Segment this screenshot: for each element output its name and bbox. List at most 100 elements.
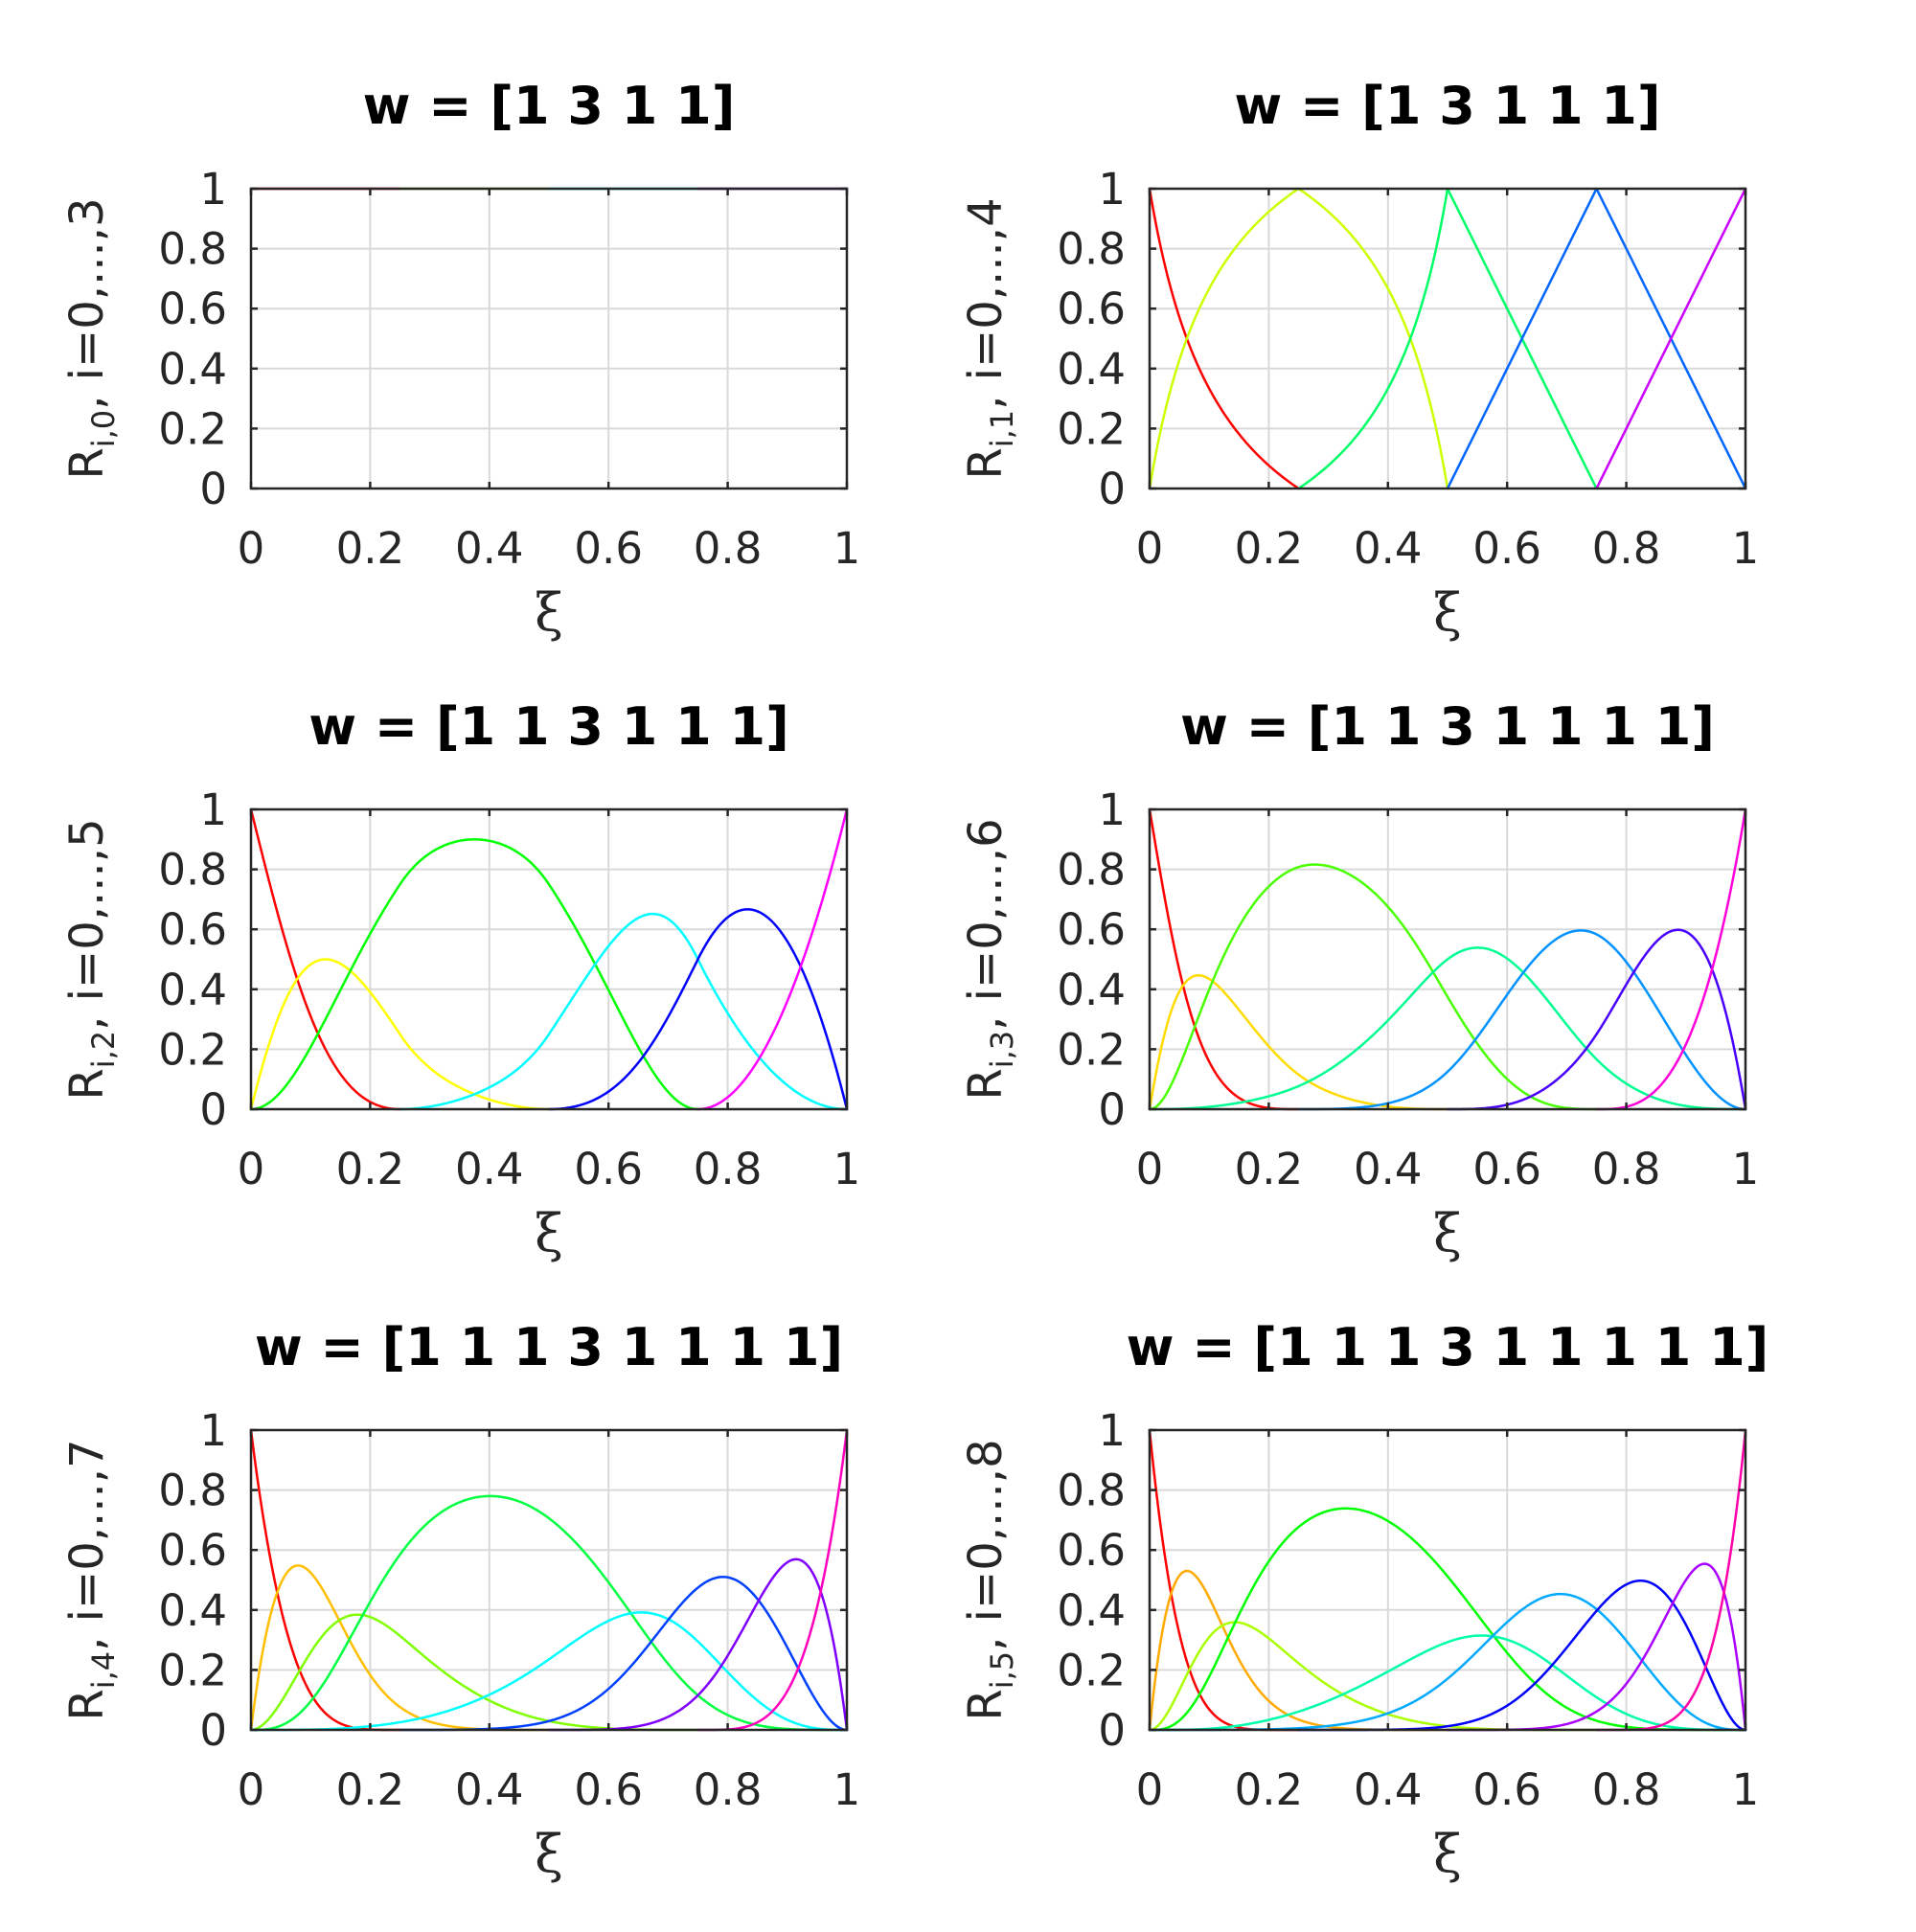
- subplot-4: 0 0.2 0.4 0.6 0.8 1 0 0.2 0.4 0.6 0.8 1 w = [1 1 3 1…: [959, 696, 1759, 1263]
- y-axis-label-subscript: i,2: [85, 1031, 122, 1068]
- y-tick-label: 0.8: [158, 1466, 227, 1516]
- x-tick-label: 1: [833, 523, 861, 574]
- subplot-3: 0 0.2 0.4 0.6 0.8 1 0 0.2 0.4 0.6 0.8 1 w = [1 1 3 1…: [60, 696, 860, 1263]
- basis-curve-5: [399, 1576, 849, 1732]
- y-axis-label-base: R: [959, 1068, 1013, 1100]
- x-tick-label: 0.2: [1235, 1764, 1304, 1815]
- y-axis-label-subscript: i,0: [85, 410, 122, 447]
- x-axis-label: ξ: [535, 582, 563, 643]
- y-axis-label-subscript: i,5: [984, 1651, 1020, 1689]
- y-axis-label-rest: , i=0,...,6: [959, 818, 1013, 1030]
- y-tick-label: 0.4: [158, 1585, 227, 1636]
- basis-curve-3: [399, 912, 849, 1111]
- y-tick-label: 0.4: [1057, 965, 1126, 1015]
- subplot-2: 0 0.2 0.4 0.6 0.8 1 0 0.2 0.4 0.6 0.8 1 w = [1 3 1 1…: [959, 76, 1759, 643]
- y-tick-label: 1: [199, 1405, 227, 1456]
- basis-curve-2: [249, 838, 699, 1111]
- y-tick-label: 0.4: [1057, 1585, 1126, 1636]
- x-axis-label: ξ: [1433, 1203, 1462, 1263]
- basis-curve-8: [1595, 1428, 1747, 1732]
- y-axis-label: Ri,0, i=0,...,3: [60, 197, 122, 479]
- basis-curve-0: [1148, 1428, 1300, 1732]
- x-tick-label: 0: [1136, 1764, 1164, 1815]
- basis-curve-4: [1297, 929, 1747, 1111]
- chart-title: w = [1 1 1 3 1 1 1 1]: [255, 1317, 843, 1377]
- y-axis-label-base: R: [60, 1689, 114, 1720]
- basis-curve-6: [547, 1557, 849, 1732]
- x-tick-label: 0.8: [1592, 1764, 1661, 1815]
- y-axis-label-rest: , i=0,...,5: [60, 818, 114, 1030]
- y-tick-label: 0: [199, 464, 227, 514]
- axes-frame: [249, 807, 849, 1111]
- x-tick-label: 0.4: [455, 1144, 524, 1194]
- y-tick-label: 0.4: [158, 965, 227, 1015]
- basis-curve-6: [1595, 807, 1747, 1111]
- y-axis-label: Ri,1, i=0,...,4: [959, 197, 1020, 479]
- x-tick-label: 1: [833, 1764, 861, 1815]
- basis-curve-1: [1148, 187, 1449, 490]
- y-tick-label: 0: [199, 1084, 227, 1135]
- x-tick-label: 0: [238, 1144, 265, 1194]
- x-tick-label: 0: [238, 523, 265, 574]
- y-axis-label-subscript: i,4: [85, 1651, 122, 1689]
- y-axis-label-rest: , i=0,...,3: [60, 197, 114, 409]
- x-tick-label: 0.8: [694, 1144, 763, 1194]
- x-axis-label: ξ: [535, 1203, 563, 1263]
- subplot-1: 0 0.2 0.4 0.6 0.8 1 0 0.2 0.4 0.6 0.8 1 w = [1 3 1 1…: [60, 76, 860, 643]
- y-tick-label: 0.8: [158, 845, 227, 896]
- x-tick-label: 0.6: [574, 1144, 643, 1194]
- y-tick-label: 0.8: [1057, 1466, 1126, 1516]
- y-axis-label-rest: , i=0,...,4: [959, 197, 1013, 409]
- x-tick-label: 0.8: [1592, 523, 1661, 574]
- basis-curve-4: [1595, 187, 1747, 490]
- x-tick-label: 1: [1732, 1764, 1760, 1815]
- basis-curve-2: [1297, 187, 1598, 490]
- y-tick-label: 0.6: [158, 284, 227, 334]
- y-tick-label: 1: [1098, 164, 1126, 215]
- basis-curve-1: [249, 958, 551, 1111]
- y-tick-label: 0.8: [158, 224, 227, 275]
- y-tick-label: 1: [1098, 1405, 1126, 1456]
- x-tick-label: 0.8: [694, 523, 763, 574]
- axes-frame: [1148, 807, 1747, 1111]
- basis-curve-3: [1148, 1507, 1747, 1732]
- axes-frame: [249, 187, 849, 490]
- x-tick-label: 0.6: [1472, 523, 1541, 574]
- x-tick-label: 0.6: [1472, 1144, 1541, 1194]
- x-tick-label: 0.8: [1592, 1144, 1661, 1194]
- basis-curve-0: [1148, 807, 1300, 1111]
- x-tick-label: 0.4: [1354, 523, 1423, 574]
- basis-curve-2: [249, 1613, 699, 1732]
- x-tick-label: 0.2: [336, 1144, 405, 1194]
- subplot-5: 0 0.2 0.4 0.6 0.8 1 0 0.2 0.4 0.6 0.8 1 w = [1 1 1 3…: [60, 1317, 860, 1884]
- x-tick-label: 0: [1136, 523, 1164, 574]
- basis-curve-2: [1148, 863, 1598, 1111]
- basis-curve-4: [1148, 1634, 1747, 1732]
- x-tick-label: 0: [238, 1764, 265, 1815]
- y-axis-label: Ri,4, i=0,...,7: [60, 1439, 122, 1720]
- x-tick-label: 0.6: [574, 523, 643, 574]
- y-tick-label: 0.4: [1057, 344, 1126, 395]
- y-tick-label: 0.6: [158, 1525, 227, 1576]
- y-tick-label: 0.4: [158, 344, 227, 395]
- y-tick-label: 0: [199, 1705, 227, 1756]
- axes-frame: [249, 1428, 849, 1732]
- y-tick-label: 0.6: [1057, 284, 1126, 334]
- y-tick-label: 1: [1098, 784, 1126, 835]
- x-tick-label: 0.4: [455, 1764, 524, 1815]
- subplot-6: 0 0.2 0.4 0.6 0.8 100.20.40.60.81w = [1 1 1 3…: [959, 1317, 1768, 1884]
- x-tick-label: 0.2: [1235, 1144, 1304, 1194]
- y-tick-label: 0: [1098, 1705, 1126, 1756]
- axes-frame: [1148, 1428, 1747, 1732]
- x-tick-label: 0.2: [336, 523, 405, 574]
- y-axis-label-rest: , i=0,...,8: [959, 1439, 1013, 1650]
- axes-frame: [1148, 187, 1747, 490]
- x-tick-label: 0.8: [694, 1764, 763, 1815]
- x-axis-label: ξ: [1433, 1824, 1462, 1884]
- y-axis-label-subscript: i,1: [984, 410, 1020, 447]
- y-axis-label: Ri,5, i=0,...,8: [959, 1439, 1020, 1720]
- y-tick-label: 0.2: [158, 1024, 227, 1075]
- y-axis-label-rest: , i=0,...,7: [60, 1439, 114, 1650]
- y-axis-label-subscript: i,3: [984, 1031, 1020, 1068]
